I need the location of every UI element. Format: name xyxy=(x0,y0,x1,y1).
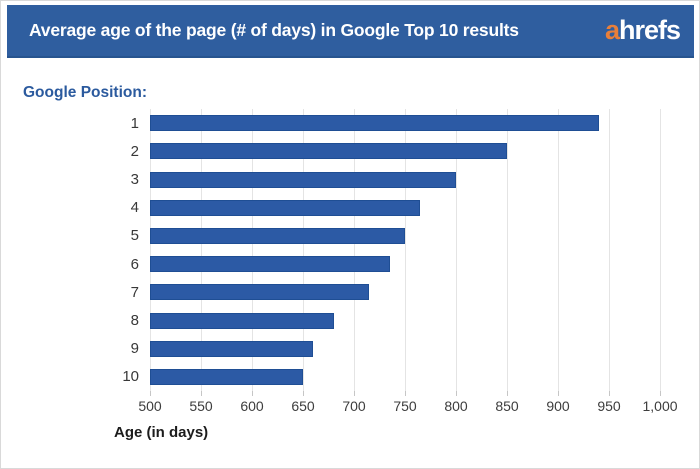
x-tick-mark xyxy=(456,391,457,396)
x-axis: 500 550 600 650 700 750 800 850 900 950 1,000 xyxy=(138,391,678,425)
y-axis-label: 3 xyxy=(130,171,139,188)
y-axis-label: 4 xyxy=(130,199,139,217)
gridline xyxy=(507,109,508,391)
gridline xyxy=(405,109,406,391)
bar-row xyxy=(150,137,660,165)
x-tick-label: 700 xyxy=(342,398,366,414)
x-tick-mark xyxy=(354,391,355,396)
logo-letters-hrefs: hrefs xyxy=(618,15,681,45)
x-tick-label: 650 xyxy=(291,398,315,414)
bar-row xyxy=(150,335,660,363)
x-tick-mark xyxy=(303,391,304,396)
x-tick-mark xyxy=(201,391,202,396)
gridline xyxy=(456,109,457,391)
bar-position-3 xyxy=(150,171,456,188)
bar-position-7 xyxy=(150,284,370,301)
category-axis-title: Google Position: xyxy=(23,84,147,101)
bar-row xyxy=(150,306,660,334)
x-tick-label: 900 xyxy=(546,398,570,414)
plot-area xyxy=(150,109,661,391)
y-axis-label: 5 xyxy=(130,227,139,245)
bar-position-2 xyxy=(150,143,507,160)
header-bar: Average age of the page (# of days) in G… xyxy=(7,5,694,58)
x-axis-title: Age (in days) xyxy=(114,424,209,441)
bar-position-10 xyxy=(150,368,303,385)
bar-row xyxy=(150,165,660,193)
bar-row xyxy=(150,194,660,222)
bar-row xyxy=(150,222,660,250)
x-tick-label: 550 xyxy=(189,398,213,414)
page-title: Average age of the page (# of days) in G… xyxy=(29,20,519,40)
y-axis-label: 9 xyxy=(130,340,139,358)
gridline xyxy=(558,109,559,391)
x-tick-mark xyxy=(609,391,610,396)
x-tick-mark xyxy=(405,391,406,396)
bar-row xyxy=(150,278,660,306)
bar-position-6 xyxy=(150,256,390,273)
x-tick-mark xyxy=(558,391,559,396)
x-tick-mark xyxy=(252,391,253,396)
bar-row xyxy=(150,363,660,391)
y-axis-label: 1 xyxy=(130,114,139,132)
ahrefs-logo: ahrefs xyxy=(605,15,694,46)
y-axis-label: 2 xyxy=(130,142,139,160)
bar-position-4 xyxy=(150,199,421,216)
gridline xyxy=(354,109,355,391)
gridline xyxy=(609,109,610,391)
x-tick-label: 950 xyxy=(597,398,621,414)
x-tick-label: 850 xyxy=(495,398,519,414)
gridline xyxy=(150,109,151,391)
bar-position-8 xyxy=(150,312,334,329)
x-tick-mark xyxy=(507,391,508,396)
gridline xyxy=(303,109,304,391)
y-axis-label: 6 xyxy=(130,255,139,273)
gridline xyxy=(201,109,202,391)
y-axis-labels: 1 2 3 4 5 6 7 8 9 10 xyxy=(1,109,139,391)
y-axis-label: 10 xyxy=(122,368,139,386)
bar-row xyxy=(150,109,660,137)
x-tick-label: 600 xyxy=(240,398,264,414)
y-axis-label: 7 xyxy=(130,283,139,301)
y-axis-label: 8 xyxy=(130,312,139,330)
gridline xyxy=(660,109,661,391)
bars-layer xyxy=(150,109,660,391)
bar-position-1 xyxy=(150,115,599,132)
bar-row xyxy=(150,250,660,278)
x-tick-label: 1,000 xyxy=(642,398,678,414)
gridline xyxy=(252,109,253,391)
logo-letter-a: a xyxy=(604,15,620,45)
x-tick-label: 800 xyxy=(444,398,468,414)
x-tick-label: 750 xyxy=(393,398,417,414)
x-tick-label: 500 xyxy=(138,398,162,414)
bar-position-9 xyxy=(150,340,314,357)
bar-position-5 xyxy=(150,227,405,244)
x-tick-mark xyxy=(150,391,151,396)
x-tick-mark xyxy=(660,391,661,396)
